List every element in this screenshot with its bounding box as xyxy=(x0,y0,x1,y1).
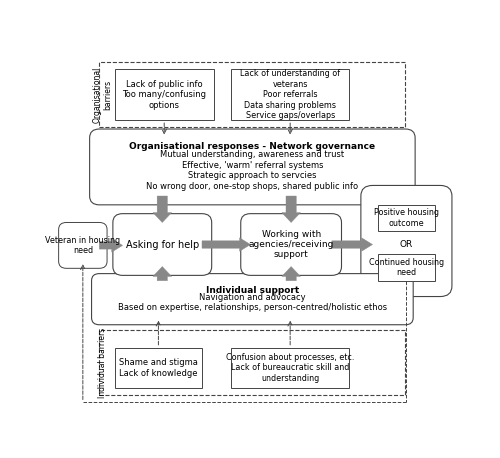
FancyBboxPatch shape xyxy=(90,129,415,205)
Text: OR: OR xyxy=(400,240,413,249)
Text: Continued housing
need: Continued housing need xyxy=(369,258,444,277)
FancyBboxPatch shape xyxy=(92,273,413,325)
Text: Individual support: Individual support xyxy=(206,286,299,295)
FancyBboxPatch shape xyxy=(361,185,452,296)
Bar xyxy=(378,205,434,231)
Polygon shape xyxy=(153,196,172,223)
Text: Organisational responses - Network governance: Organisational responses - Network gover… xyxy=(130,142,376,151)
FancyBboxPatch shape xyxy=(241,213,342,275)
Bar xyxy=(100,330,406,395)
Polygon shape xyxy=(153,267,172,281)
Text: Confusion about processes, etc.
Lack of bureaucratic skill and
understanding: Confusion about processes, etc. Lack of … xyxy=(226,353,354,383)
Bar xyxy=(378,254,434,281)
Text: Navigation and advocacy
Based on expertise, relationships, person-centred/holist: Navigation and advocacy Based on experti… xyxy=(118,293,387,312)
Bar xyxy=(100,62,406,127)
Polygon shape xyxy=(332,238,372,251)
Text: Lack of public info
Too many/confusing
options: Lack of public info Too many/confusing o… xyxy=(122,80,206,109)
Text: Organisational
barriers: Organisational barriers xyxy=(92,66,112,123)
Text: Shame and stigma
Lack of knowledge: Shame and stigma Lack of knowledge xyxy=(119,358,198,378)
Bar xyxy=(115,348,202,388)
Polygon shape xyxy=(100,239,122,252)
Polygon shape xyxy=(202,238,250,251)
Text: Individual barriers: Individual barriers xyxy=(98,327,107,398)
FancyBboxPatch shape xyxy=(58,223,107,268)
Polygon shape xyxy=(282,196,300,223)
Text: Lack of understanding of
veterans
Poor referrals
Data sharing problems
Service g: Lack of understanding of veterans Poor r… xyxy=(240,69,340,120)
Text: Veteran in housing
need: Veteran in housing need xyxy=(46,236,120,255)
Text: Working with
agencies/receiving
support: Working with agencies/receiving support xyxy=(248,229,334,259)
Bar xyxy=(231,348,349,388)
Polygon shape xyxy=(282,267,300,281)
Bar xyxy=(231,69,349,120)
Bar xyxy=(115,69,214,120)
FancyBboxPatch shape xyxy=(113,213,212,275)
Text: Asking for help: Asking for help xyxy=(126,240,199,250)
Text: Positive housing
outcome: Positive housing outcome xyxy=(374,208,439,228)
Text: Mutual understanding, awareness and trust
Effective, 'warm' referral systems
Str: Mutual understanding, awareness and trus… xyxy=(146,150,358,191)
